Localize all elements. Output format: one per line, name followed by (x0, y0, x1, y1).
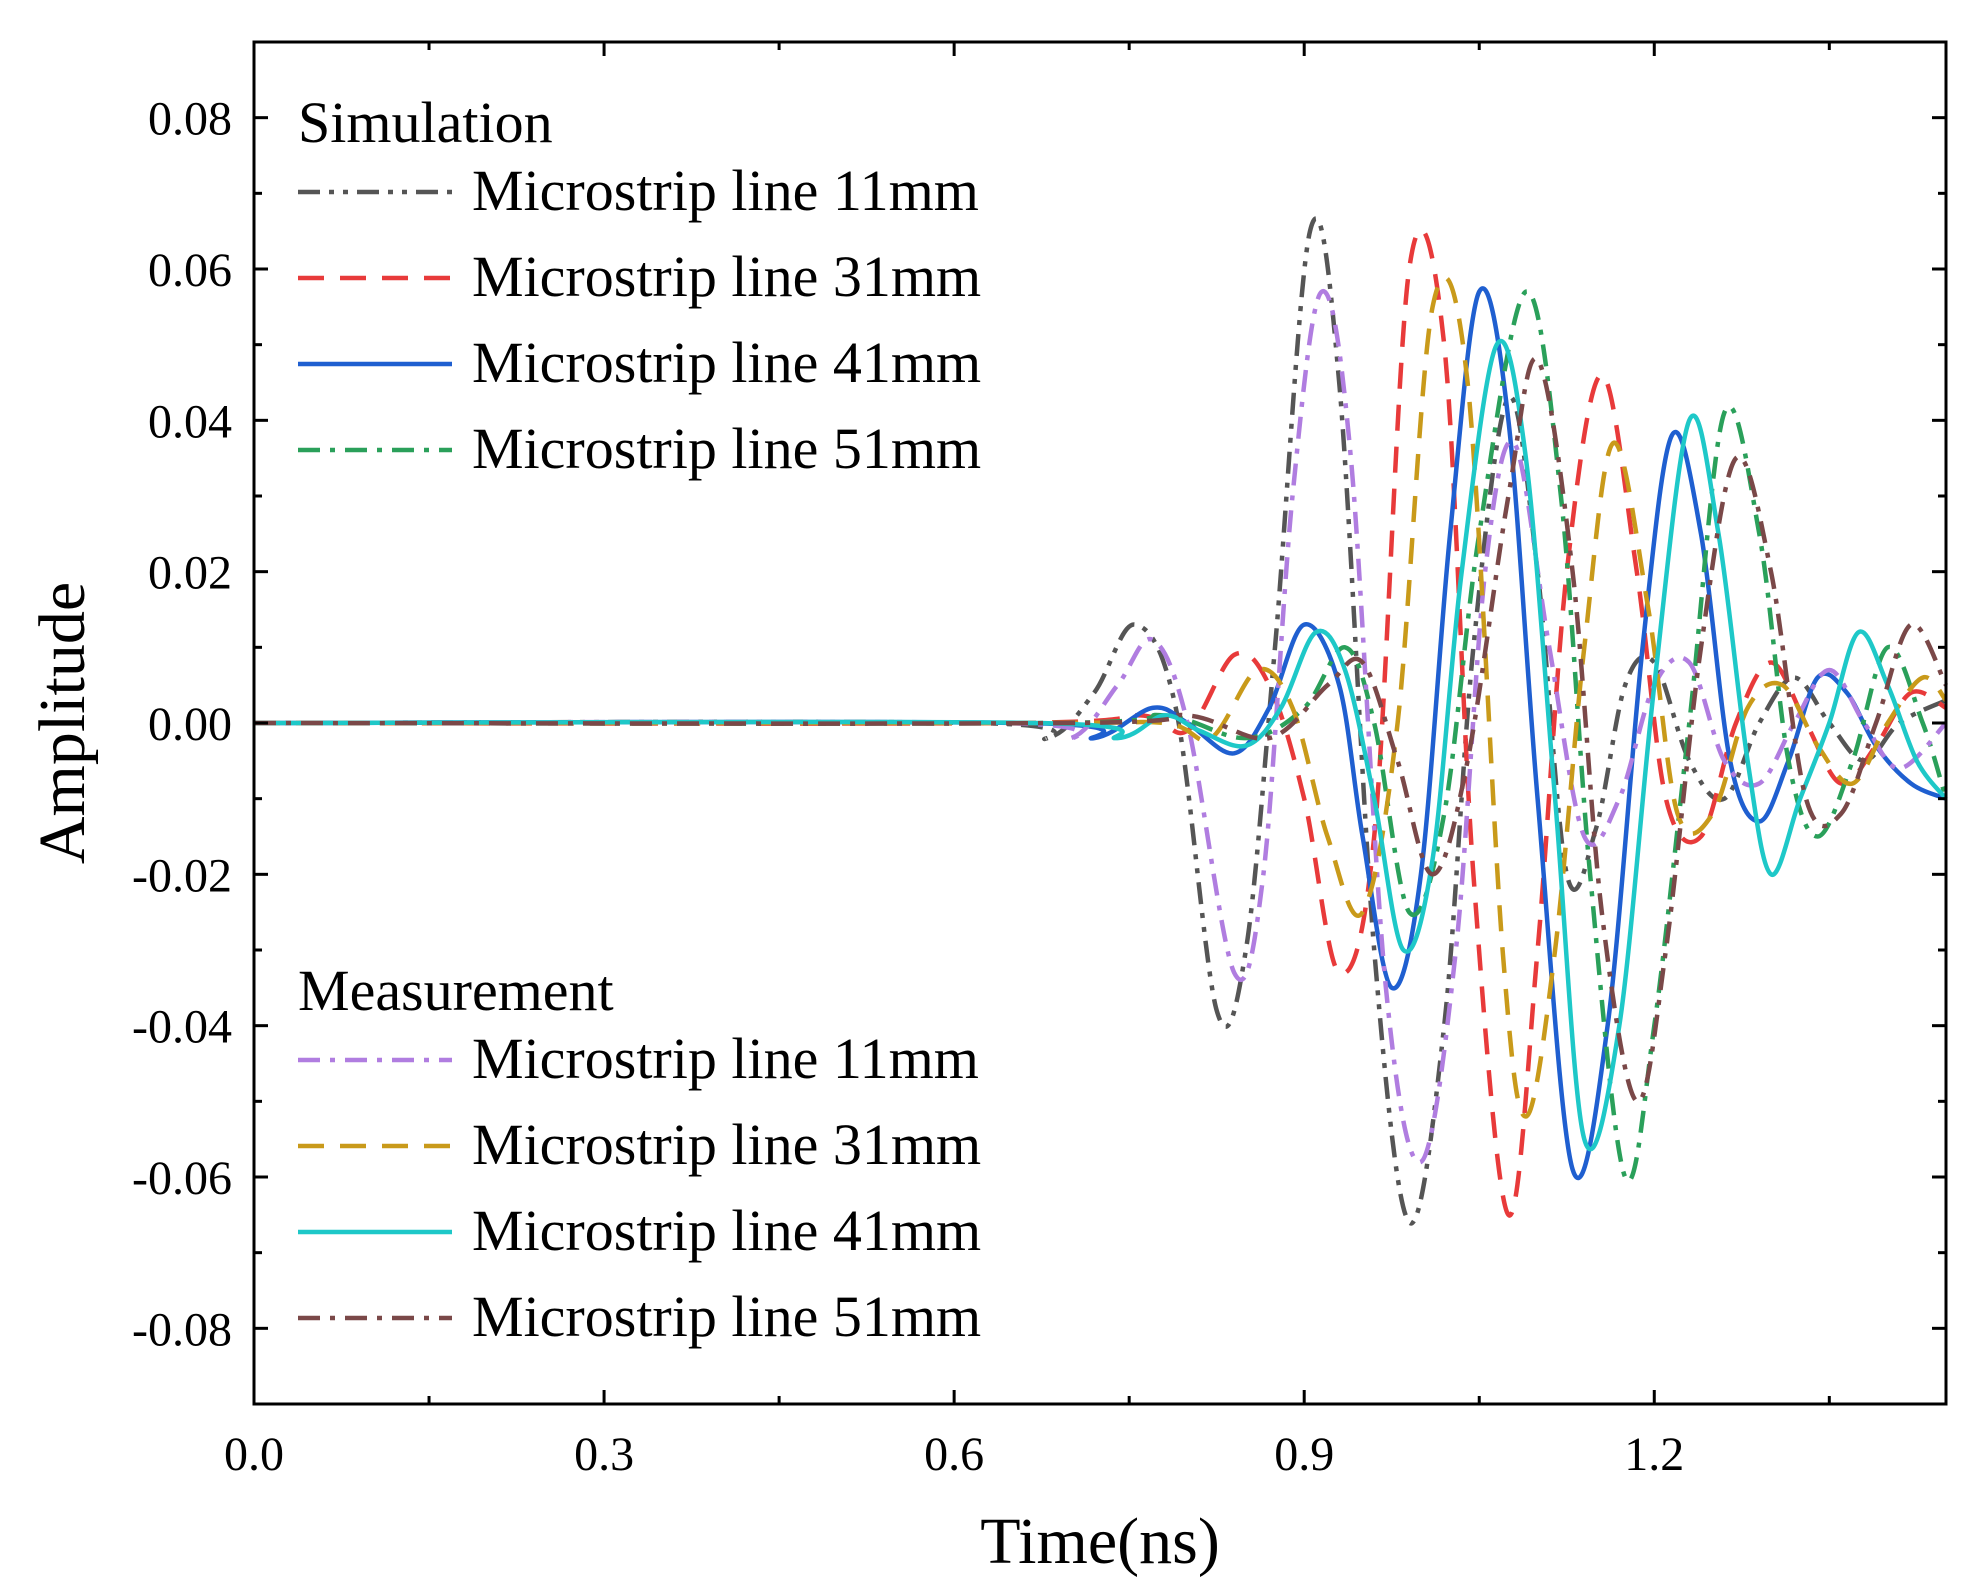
legend-measurement: Measurement Microstrip line 11mm Microstr… (298, 958, 981, 1349)
series-layer (253, 216, 1949, 1226)
y-tick-label: 0.02 (148, 547, 232, 600)
series-simulation-1 (253, 227, 1948, 1218)
series-measurement-6 (253, 338, 1948, 1152)
legend-simulation: Simulation Microstrip line 11mm Microstri… (298, 90, 981, 481)
legend-label: Microstrip line 11mm (472, 158, 979, 223)
x-axis: 0.0 0.3 0.6 0.9 1.2 (224, 42, 1831, 1481)
y-tick-label: 0.00 (148, 698, 232, 751)
legend-label: Microstrip line 51mm (472, 416, 981, 481)
x-tick-label: 0.9 (1274, 1428, 1334, 1481)
legend-label: Microstrip line 31mm (472, 1112, 981, 1177)
y-tick-label: 0.04 (148, 395, 232, 448)
x-axis-title: Time(ns) (980, 1505, 1220, 1578)
x-tick-label: 0.0 (224, 1428, 284, 1481)
y-tick-label: -0.08 (132, 1303, 232, 1356)
y-tick-label: 0.08 (148, 93, 232, 146)
y-tick-label: -0.04 (132, 1001, 232, 1054)
series-measurement-7 (253, 356, 1949, 1104)
legend-label: Microstrip line 51mm (472, 1284, 981, 1349)
legend-label: Microstrip line 31mm (472, 244, 981, 309)
y-tick-label: -0.06 (132, 1152, 232, 1205)
y-tick-label: -0.02 (132, 849, 232, 902)
legend-label: Microstrip line 41mm (472, 330, 981, 395)
y-tick-label: 0.06 (148, 244, 232, 297)
series-measurement-4 (253, 289, 1948, 1165)
series-measurement-5 (254, 275, 1948, 1119)
legend-group-title-simulation: Simulation (298, 90, 553, 155)
legend-label: Microstrip line 41mm (472, 1198, 981, 1263)
x-tick-label: 0.3 (574, 1428, 634, 1481)
y-axis: 0.08 0.06 0.04 0.02 0.00 -0.02 -0.04 -0.06 -0.08 (132, 40, 1946, 1406)
legend-label: Microstrip line 11mm (472, 1026, 979, 1091)
legend-group-title-measurement: Measurement (298, 958, 614, 1023)
x-tick-label: 0.6 (924, 1428, 984, 1481)
y-axis-title: Amplitude (26, 582, 99, 864)
x-tick-label: 1.2 (1624, 1428, 1684, 1481)
